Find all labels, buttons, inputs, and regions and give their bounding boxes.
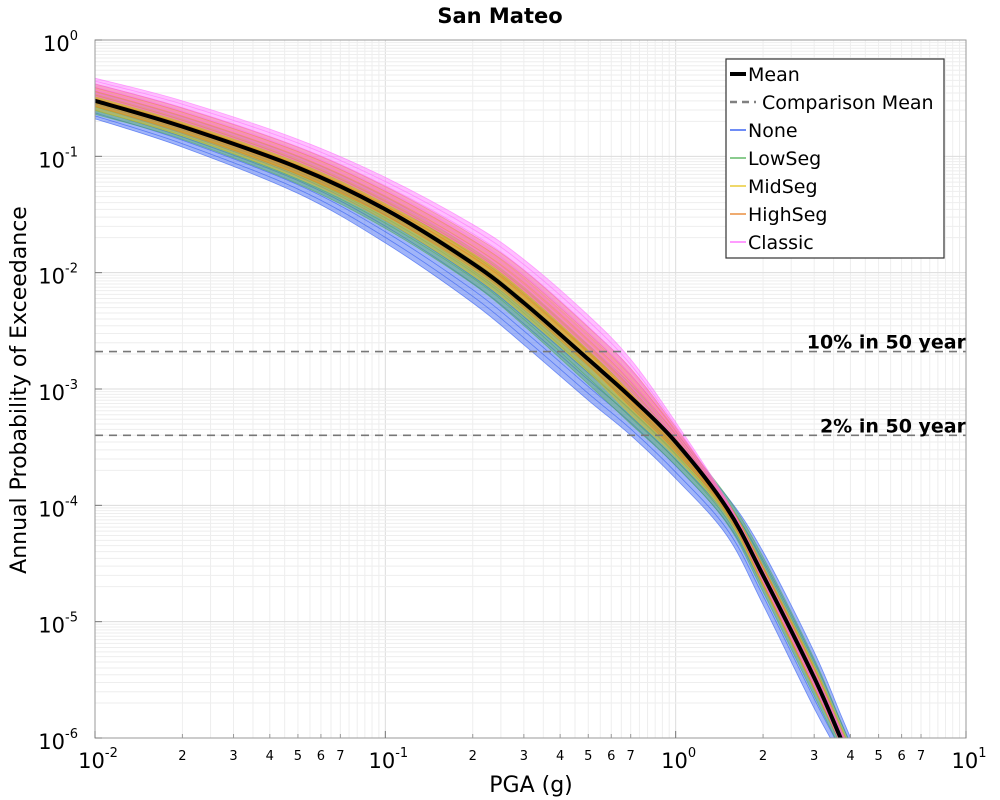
x-minor-tick-label: 3 [520,749,528,764]
curve-classic [95,92,840,738]
x-tick-label: 101 [951,746,986,773]
legend-label-midseg: MidSeg [748,176,818,198]
legend-label-none: None [748,120,798,142]
x-minor-tick-label: 2 [178,749,186,764]
x-axis-label: PGA (g) [489,773,573,798]
x-minor-tick-label: 6 [897,749,905,764]
x-tick-label: 100 [661,746,696,773]
x-minor-tick-label: 7 [627,749,635,764]
y-tick-label: 10-3 [38,378,78,405]
x-minor-tick-label: 7 [336,749,344,764]
y-tick-label: 10-6 [38,727,78,754]
x-minor-tick-label: 4 [266,749,274,764]
legend-label-comparison-mean: Comparison Mean [762,92,934,114]
x-minor-tick-label: 4 [846,749,854,764]
series-bands [95,77,852,738]
x-minor-tick-label: 7 [917,749,925,764]
x-minor-tick-label: 2 [469,749,477,764]
legend-label-lowseg: LowSeg [748,148,821,170]
legend-box [725,58,945,259]
y-tick-label: 100 [43,29,78,56]
curve-classic [95,77,846,738]
curve-midseg [95,109,839,738]
x-minor-tick-label: 5 [874,749,882,764]
y-tick-label: 10-5 [38,611,78,638]
y-tick-label: 10-2 [38,262,78,289]
mean-lines [95,98,843,738]
x-minor-tick-label: 3 [229,749,237,764]
mean-line [95,98,843,738]
x-minor-tick-label: 3 [810,749,818,764]
y-axis-ticks: 100 10-1 10-2 10-3 10-4 10-5 10-6 [38,29,102,754]
legend-label-mean: Mean [748,64,800,86]
curve-none [95,115,836,738]
y-axis-label: Annual Probability of Exceedance [7,206,32,574]
x-minor-tick-label: 5 [584,749,592,764]
reference-line-label: 10% in 50 year [807,332,967,354]
legend-label-classic: Classic [748,232,814,254]
curve-highseg [95,105,839,738]
x-tick-label: 10-2 [78,746,118,773]
curve-lowseg [95,113,836,738]
y-tick-label: 10-1 [38,145,78,172]
chart-title: San Mateo [437,4,562,28]
reference-line-label: 2% in 50 year [820,415,967,437]
x-minor-tick-label: 6 [317,749,325,764]
reference-lines: 10% in 50 year 2% in 50 year [95,332,967,437]
x-minor-tick-label: 5 [294,749,302,764]
x-minor-tick-label: 2 [759,749,767,764]
legend: Mean Comparison Mean None LowSeg MidSeg HighS… [725,58,945,259]
legend-label-highseg: HighSeg [748,204,827,226]
x-minor-tick-label: 4 [556,749,564,764]
y-tick-label: 10-4 [38,494,78,521]
x-tick-label: 10-1 [368,746,408,773]
curve-none [95,118,831,738]
x-minor-tick-label: 6 [607,749,615,764]
